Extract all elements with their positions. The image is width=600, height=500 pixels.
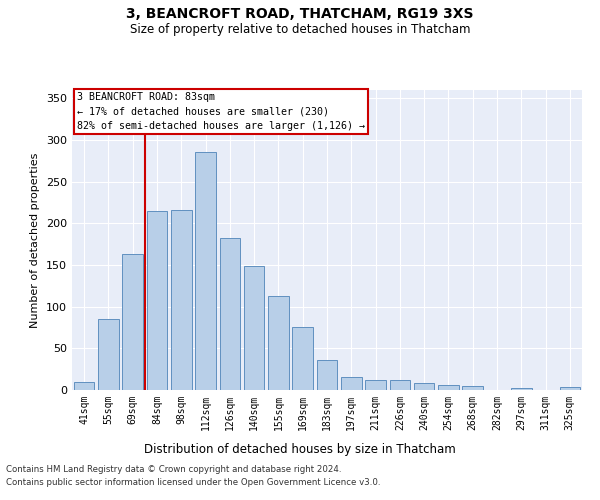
Bar	[220, 238, 240, 390]
Bar	[292, 326, 313, 390]
Bar	[195, 152, 216, 390]
Bar	[98, 319, 119, 390]
Bar	[146, 211, 167, 390]
Bar	[244, 266, 265, 390]
Text: Contains public sector information licensed under the Open Government Licence v3: Contains public sector information licen…	[6, 478, 380, 487]
Bar	[511, 388, 532, 390]
Bar	[463, 386, 483, 390]
Text: Distribution of detached houses by size in Thatcham: Distribution of detached houses by size …	[144, 442, 456, 456]
Text: Contains HM Land Registry data © Crown copyright and database right 2024.: Contains HM Land Registry data © Crown c…	[6, 466, 341, 474]
Text: 3 BEANCROFT ROAD: 83sqm
← 17% of detached houses are smaller (230)
82% of semi-d: 3 BEANCROFT ROAD: 83sqm ← 17% of detache…	[77, 92, 365, 131]
Bar	[365, 380, 386, 390]
Bar	[122, 254, 143, 390]
Text: Size of property relative to detached houses in Thatcham: Size of property relative to detached ho…	[130, 22, 470, 36]
Bar	[317, 360, 337, 390]
Text: 3, BEANCROFT ROAD, THATCHAM, RG19 3XS: 3, BEANCROFT ROAD, THATCHAM, RG19 3XS	[126, 8, 474, 22]
Y-axis label: Number of detached properties: Number of detached properties	[31, 152, 40, 328]
Bar	[414, 384, 434, 390]
Bar	[560, 386, 580, 390]
Bar	[268, 296, 289, 390]
Bar	[74, 382, 94, 390]
Bar	[171, 210, 191, 390]
Bar	[438, 385, 459, 390]
Bar	[389, 380, 410, 390]
Bar	[341, 376, 362, 390]
